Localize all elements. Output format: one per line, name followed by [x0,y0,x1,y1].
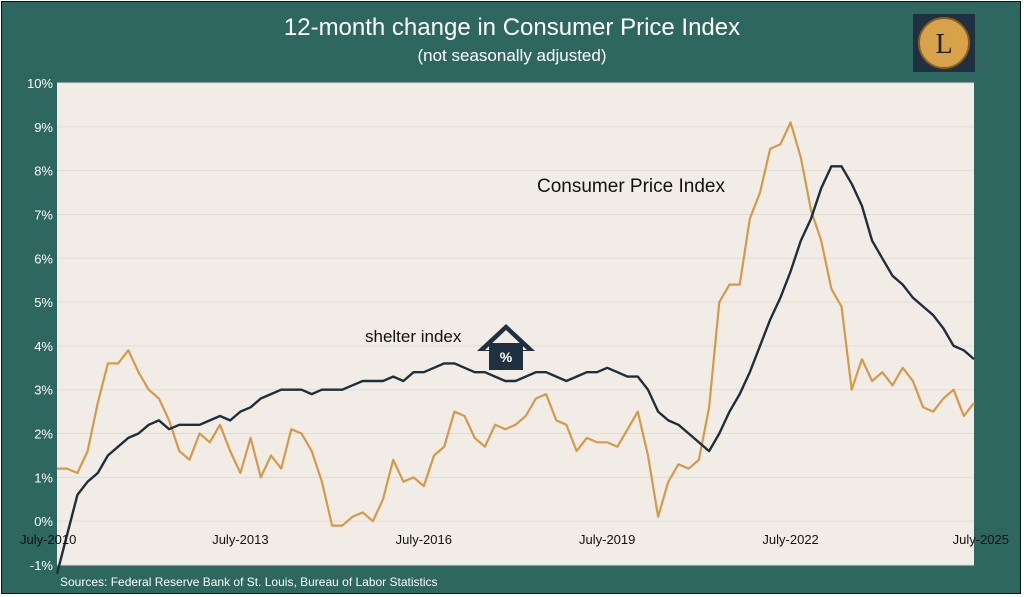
y-tick-label: 0% [34,514,53,529]
cpi-series-line [55,165,975,575]
chart-subtitle: (not seasonally adjusted) [417,46,606,65]
shelter-series-line [57,121,975,527]
y-tick-label: 10% [27,76,53,91]
y-tick-label: 1% [34,470,53,485]
y-tick-label: 7% [34,207,53,222]
shelter-series-label: shelter index [365,327,462,346]
x-tick-label: July-2022 [762,532,818,547]
series-layer [55,121,975,575]
logo-coin [918,17,970,69]
house-percent-icon: % [477,324,535,370]
y-tick-label: -1% [30,558,54,573]
x-axis: July-2010 July-2013 July-2016 July-2019 July… [20,532,1009,547]
y-tick-label: 2% [34,427,53,442]
x-tick-label: July-2025 [953,532,1009,547]
chart-title: 12-month change in Consumer Price Index [284,14,740,41]
x-tick-label: July-2019 [579,532,635,547]
y-tick-label: 9% [34,120,53,135]
y-tick-label: 8% [34,164,53,179]
x-tick-label: July-2010 [20,532,76,547]
logo-letter: L [935,29,952,60]
y-tick-label: 6% [34,251,53,266]
y-tick-label: 3% [34,383,53,398]
y-tick-label: 5% [34,295,53,310]
house-percent-symbol: % [500,349,513,365]
source-note: Sources: Federal Reserve Bank of St. Lou… [60,575,438,589]
logo: L [913,14,975,72]
x-tick-label: July-2016 [396,532,452,547]
plot-area [57,83,974,565]
x-tick-label: July-2013 [212,532,268,547]
y-tick-label: 4% [34,339,53,354]
y-axis: -1% 0% 1% 2% 3% 4% 5% 6% 7% 8% 9% 10% [27,76,53,573]
cpi-series-label: Consumer Price Index [537,176,725,197]
